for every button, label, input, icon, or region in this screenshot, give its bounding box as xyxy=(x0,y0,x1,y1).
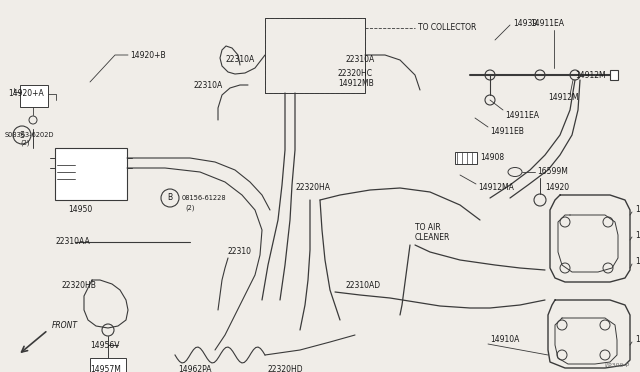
Text: 22310: 22310 xyxy=(228,247,252,257)
Text: 14908: 14908 xyxy=(480,153,504,161)
Text: 14912MB: 14912MB xyxy=(338,78,374,87)
Bar xyxy=(55,148,127,200)
Bar xyxy=(455,152,477,164)
Text: 22310A: 22310A xyxy=(225,55,254,64)
Text: 16599M: 16599M xyxy=(537,167,568,176)
Text: 14939: 14939 xyxy=(513,19,537,29)
Text: S08363-6202D: S08363-6202D xyxy=(5,132,54,138)
Text: 14912MA: 14912MA xyxy=(478,183,514,192)
Text: 14957R: 14957R xyxy=(635,231,640,240)
Text: 22320HD: 22320HD xyxy=(268,366,303,372)
Text: TO COLLECTOR: TO COLLECTOR xyxy=(418,23,476,32)
Text: 22320HC: 22320HC xyxy=(338,68,373,77)
Text: 14962PA: 14962PA xyxy=(178,366,211,372)
Text: 14957U: 14957U xyxy=(635,336,640,344)
Text: 14912M: 14912M xyxy=(548,93,579,102)
Bar xyxy=(90,358,126,372)
Text: 14956V: 14956V xyxy=(90,340,120,350)
Text: 14911EA: 14911EA xyxy=(530,19,564,29)
Text: 14920: 14920 xyxy=(545,183,569,192)
Text: TO AIR: TO AIR xyxy=(415,224,441,232)
Text: 14911EA: 14911EA xyxy=(505,110,539,119)
Text: 22310AD: 22310AD xyxy=(345,280,380,289)
Text: 22320HA: 22320HA xyxy=(295,183,330,192)
Bar xyxy=(20,85,48,107)
Text: CLEANER: CLEANER xyxy=(415,234,451,243)
Bar xyxy=(610,70,618,80)
Text: 14930B: 14930B xyxy=(635,257,640,266)
Text: 14950: 14950 xyxy=(68,205,92,215)
Bar xyxy=(265,18,365,93)
Text: 14911EB: 14911EB xyxy=(490,128,524,137)
Text: 22310AA: 22310AA xyxy=(55,237,90,247)
Text: B: B xyxy=(168,193,173,202)
Text: 22310A: 22310A xyxy=(193,80,222,90)
Text: 14910AA: 14910AA xyxy=(635,205,640,215)
Text: (2): (2) xyxy=(20,140,29,146)
Text: 14957M: 14957M xyxy=(90,366,121,372)
Text: J/P300-P: J/P300-P xyxy=(605,362,630,368)
Text: (2): (2) xyxy=(185,205,195,211)
Text: 14912M: 14912M xyxy=(575,71,605,80)
Text: S: S xyxy=(20,131,24,140)
Text: 22320HB: 22320HB xyxy=(62,280,97,289)
Text: 14910A: 14910A xyxy=(490,336,520,344)
Text: FRONT: FRONT xyxy=(52,321,78,330)
Text: 14920+A: 14920+A xyxy=(8,90,44,99)
Text: 08156-61228: 08156-61228 xyxy=(182,195,227,201)
Bar xyxy=(265,18,365,93)
Text: 14920+B: 14920+B xyxy=(130,51,166,60)
Text: 22310A: 22310A xyxy=(345,55,374,64)
